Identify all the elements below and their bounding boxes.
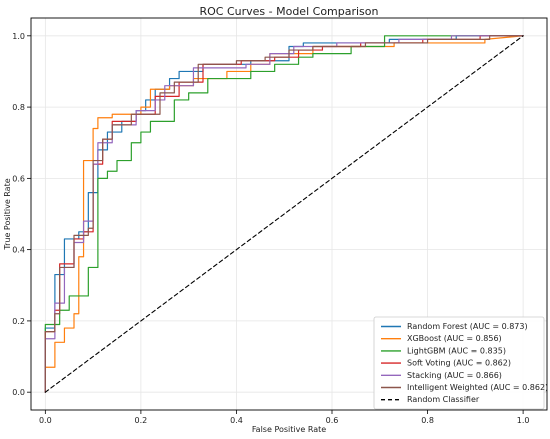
series-line [44, 35, 524, 393]
legend-label: Intelligent Weighted (AUC = 0.862) [407, 383, 548, 392]
x-tick-label: 0.2 [135, 416, 148, 425]
y-tick-label: 0.6 [12, 174, 25, 183]
x-tick-label: 0.0 [39, 416, 52, 425]
y-tick-label: 0.2 [12, 317, 25, 326]
legend-box [373, 316, 545, 410]
x-axis-label: False Positive Rate [252, 425, 326, 434]
x-tick-label: 0.6 [326, 416, 339, 425]
x-tick-label: 0.8 [421, 416, 434, 425]
plot-frame [30, 17, 548, 411]
legend-items: Random Forest (AUC = 0.873) XGBoost (AUC … [381, 322, 548, 404]
legend-label: Stacking (AUC = 0.866) [407, 371, 502, 380]
y-tick-label: 0.8 [12, 103, 25, 112]
legend-label: Soft Voting (AUC = 0.862) [407, 359, 511, 368]
x-tick-label: 0.4 [230, 416, 243, 425]
legend-label: LightGBM (AUC = 0.835) [407, 346, 506, 355]
series-line [44, 35, 524, 393]
y-tick-label: 0.0 [12, 388, 25, 397]
series-line [44, 35, 524, 393]
chart-title: ROC Curves - Model Comparison [199, 5, 378, 18]
legend: Random Forest (AUC = 0.873) XGBoost (AUC … [373, 316, 548, 410]
y-tick-label: 1.0 [12, 32, 25, 41]
legend-label: Random Forest (AUC = 0.873) [407, 322, 528, 331]
legend-label: XGBoost (AUC = 0.856) [407, 334, 502, 343]
y-tick-label: 0.4 [12, 246, 25, 255]
ticks-layer: 0.0 0.2 0.4 0.6 0.8 1.0 0.0 0.2 0.4 0.6 0.8 1.0 [12, 32, 529, 425]
grid-layer [31, 18, 547, 410]
legend-label: Random Classifier [407, 395, 480, 404]
series-layer [44, 35, 524, 393]
x-tick-label: 1.0 [517, 416, 530, 425]
y-axis-label: True Positive Rate [3, 178, 12, 250]
